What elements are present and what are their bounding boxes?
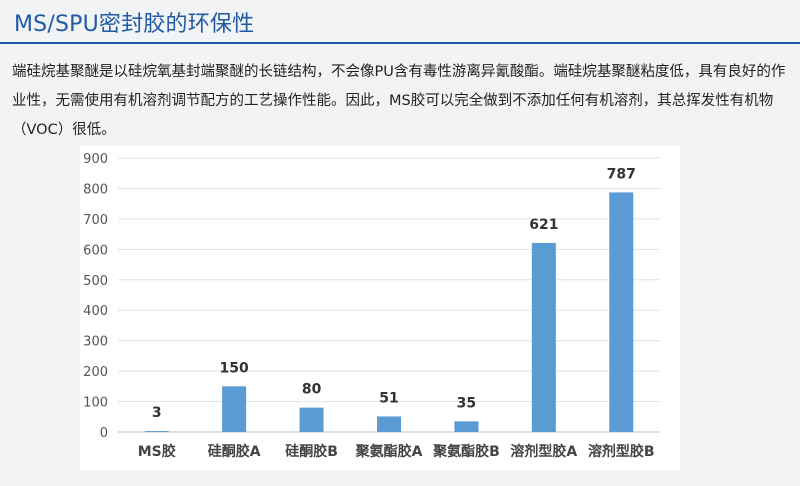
- x-tick-label: MS胶: [138, 443, 176, 460]
- title-divider: [0, 42, 800, 44]
- y-tick-label: 900: [83, 152, 108, 167]
- y-tick-label: 200: [83, 365, 108, 380]
- x-tick-label: 聚氨酯胶A: [355, 443, 423, 460]
- x-tick-label: 溶剂型胶A: [510, 443, 577, 460]
- bar: [531, 242, 556, 432]
- bar: [377, 416, 401, 432]
- y-tick-label: 800: [83, 182, 108, 197]
- data-label: 80: [302, 382, 322, 398]
- bar: [222, 386, 247, 432]
- data-label: 51: [379, 390, 398, 406]
- description-text: 端硅烷基聚醚是以硅烷氧基封端聚醚的长链结构，不会像PU含有毒性游离异氰酸酯。端硅…: [12, 64, 786, 138]
- x-tick-label: 聚氨酯胶B: [432, 443, 500, 460]
- data-label: 150: [220, 360, 249, 376]
- y-tick-label: 100: [83, 396, 108, 411]
- chart-gridlines: [118, 157, 660, 433]
- data-label: 787: [607, 166, 636, 182]
- y-tick-label: 500: [83, 274, 108, 289]
- bar: [454, 421, 479, 432]
- page-title: MS/SPU密封胶的环保性: [14, 12, 255, 37]
- x-tick-label: 硅酮胶B: [285, 443, 338, 460]
- y-tick-label: 700: [83, 213, 108, 228]
- y-tick-label: 0: [100, 426, 108, 441]
- data-label: 35: [457, 395, 476, 411]
- bar: [609, 192, 634, 432]
- y-tick-label: 300: [83, 335, 108, 350]
- data-label: 621: [529, 217, 558, 233]
- bar: [144, 431, 169, 432]
- y-tick-label: 400: [83, 304, 108, 319]
- data-labels: 3 150 80 51 35 621 787: [152, 166, 636, 421]
- x-tick-label: 溶剂型胶B: [588, 443, 655, 460]
- x-axis-ticks: MS胶 硅酮胶A 硅酮胶B 聚氨酯胶A 聚氨酯胶B 溶剂型胶A 溶剂型胶B: [138, 443, 655, 460]
- chart-panel: [80, 146, 680, 470]
- x-tick-label: 硅酮胶A: [208, 443, 261, 460]
- chart-bars: [144, 192, 634, 432]
- bar: [299, 407, 324, 432]
- data-label: 3: [152, 405, 162, 421]
- y-tick-label: 600: [83, 243, 108, 258]
- y-axis-ticks: 0 100 200 300 400 500 600 700 800 900: [83, 152, 108, 441]
